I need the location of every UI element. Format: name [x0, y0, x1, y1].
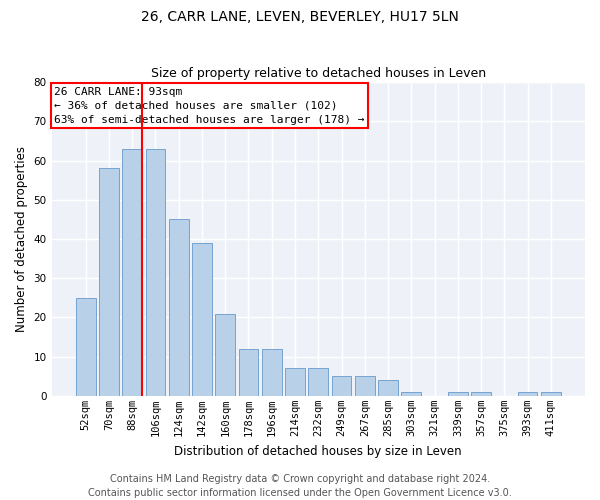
Bar — [378, 380, 398, 396]
Bar — [518, 392, 538, 396]
Bar — [541, 392, 561, 396]
Bar — [448, 392, 468, 396]
Text: 26 CARR LANE: 93sqm
← 36% of detached houses are smaller (102)
63% of semi-detac: 26 CARR LANE: 93sqm ← 36% of detached ho… — [54, 87, 365, 125]
Bar — [76, 298, 95, 396]
Bar — [146, 148, 166, 396]
Bar — [169, 220, 188, 396]
Bar — [401, 392, 421, 396]
Bar — [471, 392, 491, 396]
Title: Size of property relative to detached houses in Leven: Size of property relative to detached ho… — [151, 66, 486, 80]
Text: 26, CARR LANE, LEVEN, BEVERLEY, HU17 5LN: 26, CARR LANE, LEVEN, BEVERLEY, HU17 5LN — [141, 10, 459, 24]
Bar — [239, 349, 259, 396]
X-axis label: Distribution of detached houses by size in Leven: Distribution of detached houses by size … — [175, 444, 462, 458]
Bar — [262, 349, 281, 396]
Y-axis label: Number of detached properties: Number of detached properties — [15, 146, 28, 332]
Bar — [332, 376, 352, 396]
Bar — [308, 368, 328, 396]
Bar — [215, 314, 235, 396]
Bar — [192, 243, 212, 396]
Bar — [285, 368, 305, 396]
Bar — [99, 168, 119, 396]
Text: Contains HM Land Registry data © Crown copyright and database right 2024.
Contai: Contains HM Land Registry data © Crown c… — [88, 474, 512, 498]
Bar — [122, 148, 142, 396]
Bar — [355, 376, 374, 396]
